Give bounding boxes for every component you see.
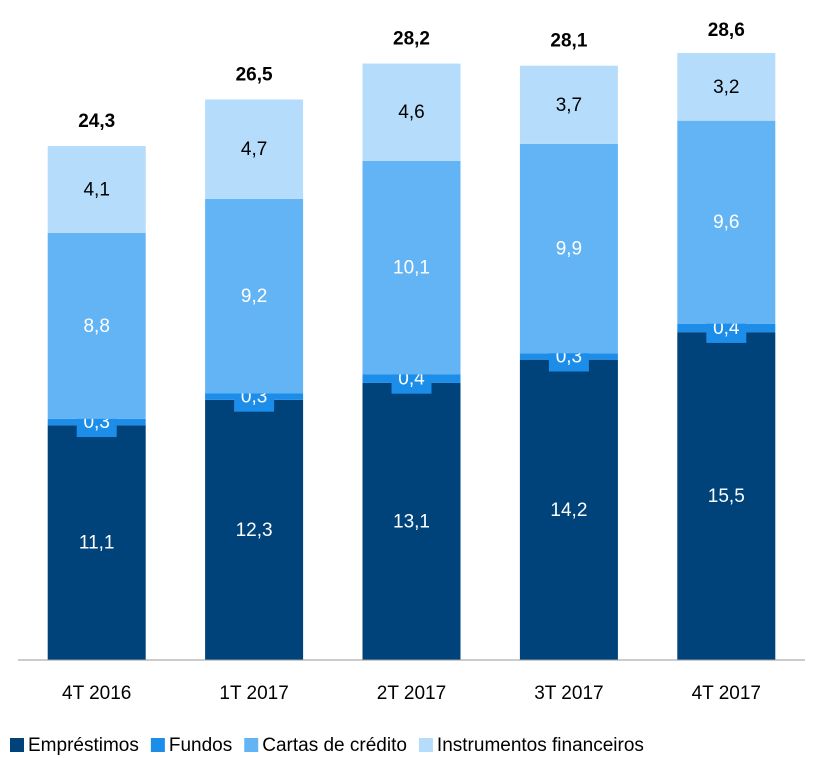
value-label: 3,7: [556, 95, 582, 116]
total-label: 28,2: [393, 29, 430, 50]
x-tick-label: 4T 2016: [62, 683, 131, 704]
total-label: 24,3: [78, 111, 115, 132]
x-tick-label: 3T 2017: [534, 683, 603, 704]
bar-segment: [519, 143, 618, 354]
x-tick-label: 1T 2017: [219, 683, 288, 704]
total-label: 28,6: [708, 20, 745, 41]
value-label: 3,2: [713, 77, 739, 98]
value-label: 11,1: [79, 533, 115, 554]
bar-segment: [362, 160, 461, 375]
bar-segment: [362, 63, 461, 161]
value-label: 13,1: [393, 511, 430, 532]
legend-swatch: [10, 738, 24, 752]
legend-swatch: [244, 738, 259, 752]
bar-segment: [677, 52, 776, 121]
legend-label: Cartas de crédito: [262, 735, 407, 756]
bar-segment: [47, 146, 146, 233]
bar-segment: [47, 232, 146, 419]
value-label: 14,2: [550, 500, 587, 521]
bar-segment: [677, 332, 776, 660]
legend-swatch: [418, 738, 433, 752]
bar-segment: [205, 399, 304, 660]
value-label: 15,5: [708, 486, 745, 507]
value-label: 12,3: [236, 520, 273, 541]
value-label: 4,7: [241, 139, 267, 160]
total-label: 26,5: [236, 65, 273, 86]
value-label: 9,6: [713, 212, 739, 233]
value-label: 4,6: [398, 102, 424, 123]
value-label: 9,2: [241, 286, 267, 307]
bar-segment: [362, 382, 461, 660]
total-label: 28,1: [550, 31, 587, 52]
bar-segment: [519, 359, 618, 660]
bar-segment: [677, 120, 776, 324]
x-tick-label: 2T 2017: [377, 683, 446, 704]
bar-segment: [205, 198, 304, 394]
x-tick-label: 4T 2017: [692, 683, 761, 704]
value-label: 4,1: [83, 179, 109, 200]
bar-segment: [47, 425, 146, 660]
value-label: 10,1: [393, 258, 430, 279]
legend-label: Empréstimos: [28, 735, 139, 756]
value-label: 9,9: [556, 239, 582, 260]
legend-label: Instrumentos financeiros: [437, 735, 644, 756]
legend-label: Fundos: [169, 735, 232, 756]
value-label: 8,8: [83, 316, 109, 337]
bar-segment: [205, 99, 304, 199]
legend-swatch: [150, 738, 165, 752]
bar-segment: [519, 65, 618, 144]
